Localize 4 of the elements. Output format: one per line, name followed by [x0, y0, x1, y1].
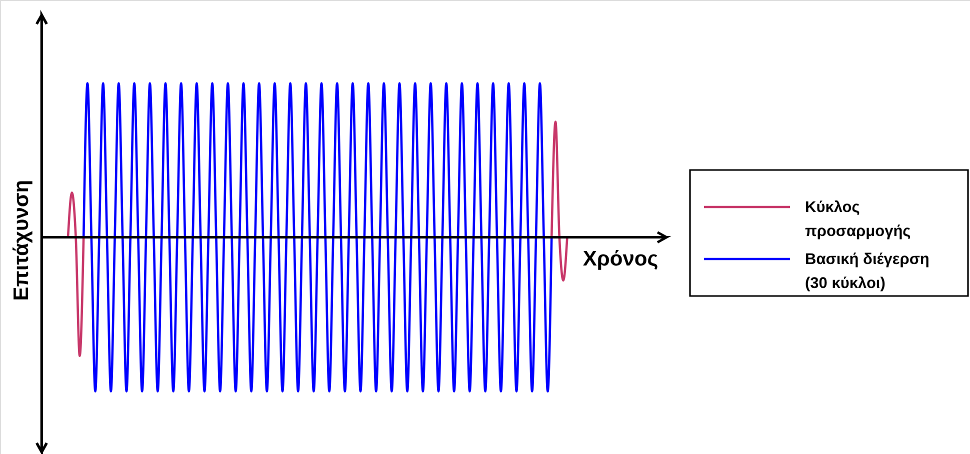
x-axis-title: Χρόνος	[582, 247, 658, 270]
text: Κύκλος προσαρμογής	[805, 199, 911, 240]
y-axis-title: Επιτάχυνση	[10, 180, 33, 301]
text: Βασική διέγερση (30 κύκλοι)	[805, 251, 930, 292]
